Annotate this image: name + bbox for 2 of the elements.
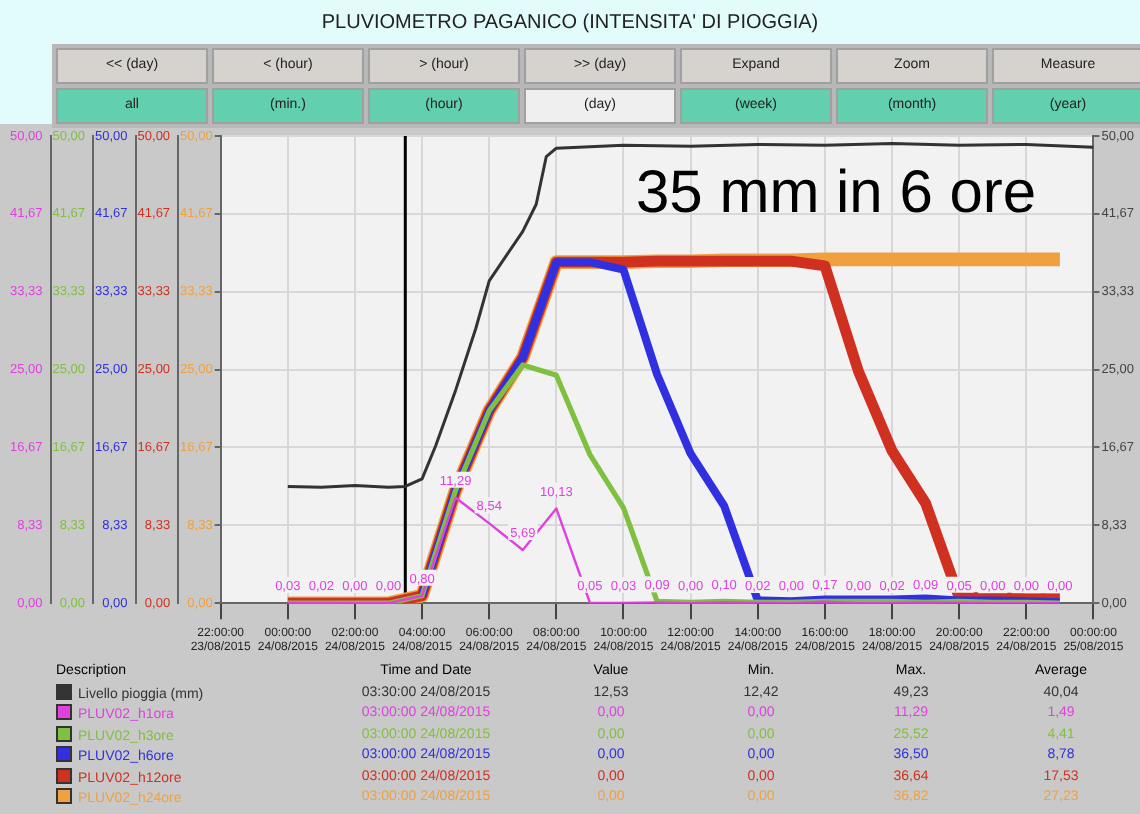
annotation: 35 mm in 6 ore <box>636 160 1037 228</box>
chart-title: PLUVIOMETRO PAGANICO (INTENSITA' DI PIOGGIA) <box>319 12 821 34</box>
